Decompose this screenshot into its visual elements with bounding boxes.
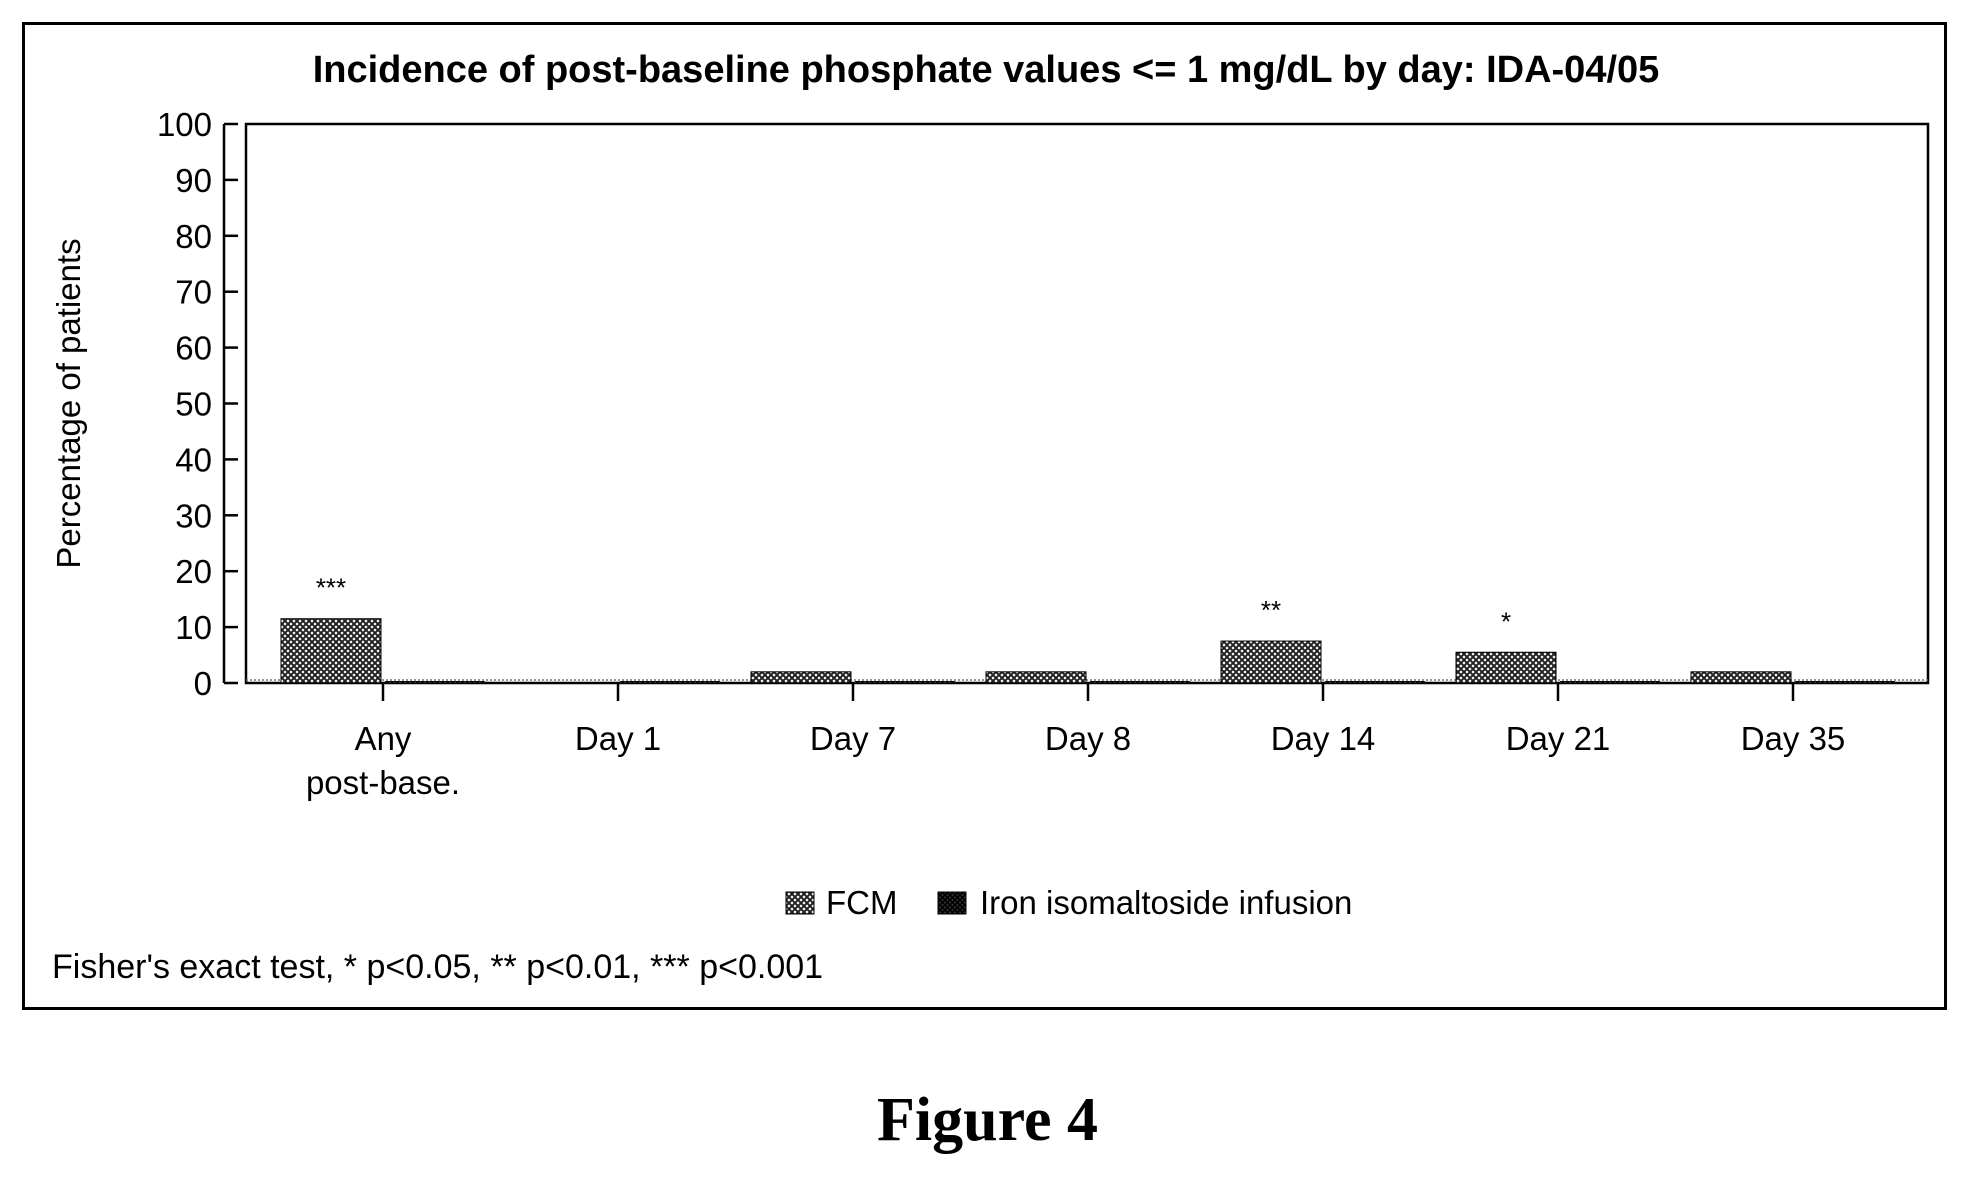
bar-iron-isomaltoside: [1795, 681, 1895, 683]
y-tick-label: 70: [175, 274, 212, 311]
bar-iron-isomaltoside: [385, 681, 485, 683]
y-tick-label: 20: [175, 553, 212, 590]
bar-fcm: [985, 671, 1087, 684]
bar-fcm: [280, 618, 382, 684]
bar-fcm: [1690, 671, 1792, 684]
chart-frame: [22, 22, 1947, 1010]
y-tick-label: 60: [175, 330, 212, 367]
bar-fcm: [1220, 640, 1322, 684]
x-tick-label: Day 21: [1506, 720, 1611, 757]
legend-swatch-iron: [937, 891, 967, 915]
y-tick-label: 10: [175, 609, 212, 646]
y-tick-label: 30: [175, 497, 212, 534]
legend-swatch-fcm: [785, 891, 815, 915]
x-tick-label: Day 14: [1271, 720, 1376, 757]
x-tick-label: post-base.: [306, 764, 460, 801]
bar-fcm: [750, 671, 852, 684]
y-tick-label: 0: [194, 665, 212, 702]
plot-area: [244, 122, 1930, 685]
y-tick-label: 80: [175, 218, 212, 255]
figure-caption: Figure 4: [877, 1086, 1098, 1154]
significance-label: ***: [316, 573, 346, 603]
legend-label-iron: Iron isomaltoside infusion: [980, 884, 1352, 921]
bar-iron-isomaltoside: [1325, 681, 1425, 683]
bar-iron-isomaltoside: [1560, 681, 1660, 683]
y-tick-label: 100: [157, 106, 212, 143]
bar-fcm: [1455, 651, 1557, 684]
y-axis-label: Percentage of patients: [50, 238, 87, 568]
y-tick-label: 50: [175, 386, 212, 423]
chart-title: Incidence of post-baseline phosphate val…: [313, 49, 1660, 91]
x-tick-label: Day 8: [1045, 720, 1131, 757]
y-tick-label: 90: [175, 162, 212, 199]
x-tick-label: Day 1: [575, 720, 661, 757]
legend-label-fcm: FCM: [826, 884, 897, 921]
x-tick-label: Any: [355, 720, 412, 757]
bar-iron-isomaltoside: [620, 681, 720, 683]
significance-label: **: [1261, 595, 1281, 625]
y-tick-label: 40: [175, 441, 212, 478]
bar-iron-isomaltoside: [1090, 681, 1190, 683]
x-tick-label: Day 35: [1741, 720, 1846, 757]
bar-iron-isomaltoside: [855, 681, 955, 683]
footnote: Fisher's exact test, * p<0.05, ** p<0.01…: [52, 948, 824, 986]
significance-label: *: [1501, 606, 1511, 636]
x-tick-label: Day 7: [810, 720, 896, 757]
